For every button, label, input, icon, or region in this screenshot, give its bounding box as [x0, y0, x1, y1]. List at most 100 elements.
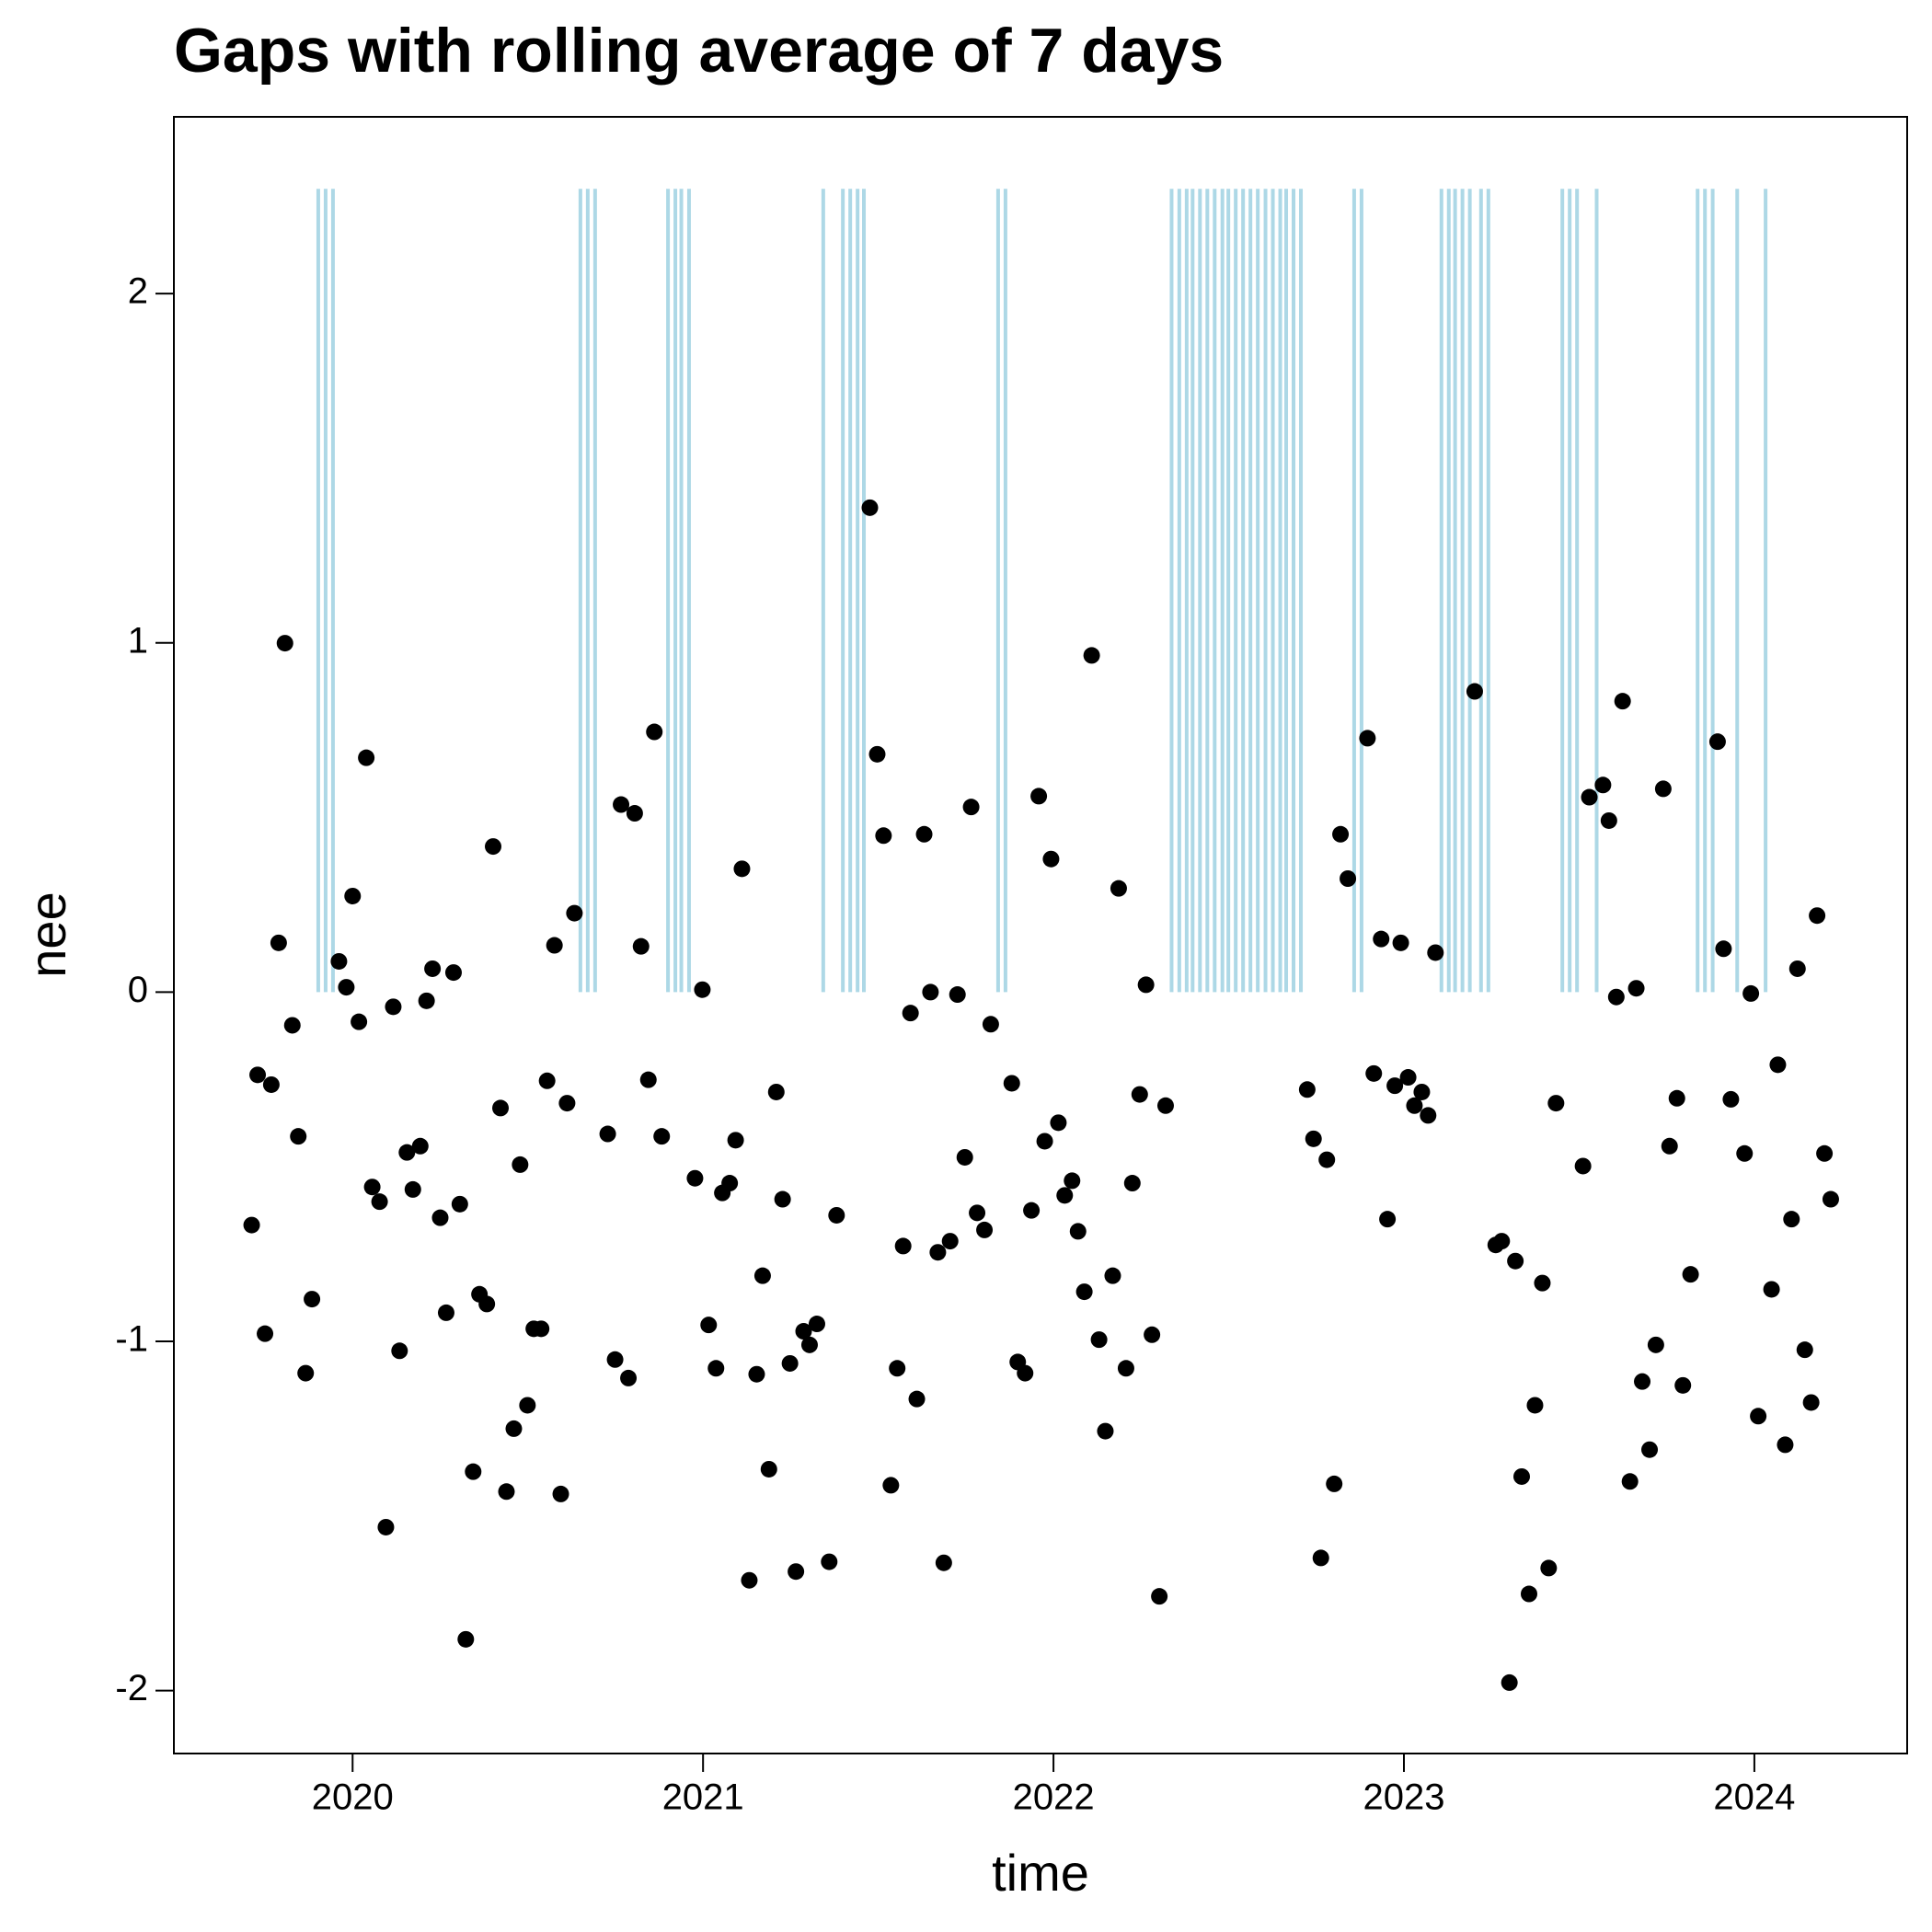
point	[1386, 1077, 1404, 1095]
point	[338, 979, 355, 996]
point	[1796, 1341, 1813, 1359]
y-tick-label: -1	[115, 1319, 148, 1360]
point	[492, 1099, 510, 1117]
point	[533, 1320, 550, 1338]
point	[444, 964, 462, 982]
point	[613, 796, 630, 813]
y-tick-label: -2	[115, 1668, 148, 1708]
point	[377, 1518, 395, 1535]
point	[1769, 1056, 1787, 1074]
point	[1520, 1585, 1537, 1603]
point	[1023, 1202, 1041, 1219]
point	[330, 952, 348, 970]
point	[1802, 1394, 1820, 1411]
point	[1036, 1133, 1053, 1150]
point	[646, 723, 663, 741]
point	[1056, 1187, 1074, 1204]
point	[1332, 825, 1350, 843]
point	[1137, 976, 1155, 994]
point	[1674, 1376, 1692, 1394]
point	[1427, 944, 1444, 961]
point	[1340, 869, 1357, 887]
point	[1614, 693, 1631, 710]
point	[558, 1095, 576, 1112]
point	[371, 1193, 388, 1211]
point	[889, 1360, 906, 1377]
point	[546, 937, 563, 954]
point	[358, 749, 375, 766]
plot-frame	[173, 116, 1908, 1754]
point	[1305, 1130, 1322, 1147]
point	[767, 1083, 785, 1100]
chart-title: Gaps with rolling average of 7 days	[174, 16, 1224, 86]
point	[1600, 811, 1617, 829]
point	[1763, 1281, 1780, 1298]
point	[1783, 1211, 1800, 1228]
point	[882, 1477, 900, 1494]
y-tick-label: 0	[128, 970, 148, 1010]
point	[1042, 850, 1060, 868]
point	[821, 1553, 838, 1570]
point	[270, 934, 287, 951]
point	[1581, 788, 1598, 806]
point	[795, 1323, 812, 1340]
x-tick-label: 2021	[662, 1777, 744, 1818]
point	[1392, 934, 1409, 951]
point	[976, 1221, 994, 1238]
point	[1621, 1473, 1639, 1490]
point	[1420, 1107, 1437, 1124]
point	[733, 860, 751, 878]
point	[1312, 1549, 1329, 1567]
point	[1069, 1223, 1087, 1240]
point	[1507, 1252, 1524, 1270]
point	[1750, 1408, 1767, 1425]
point	[1722, 1090, 1740, 1108]
point	[431, 1209, 449, 1226]
point	[1359, 730, 1376, 747]
point	[686, 1169, 704, 1187]
point	[1318, 1151, 1336, 1168]
point	[344, 887, 362, 904]
point	[566, 904, 583, 922]
point	[1117, 1360, 1134, 1377]
point	[1742, 984, 1760, 1002]
point	[1682, 1266, 1699, 1283]
point	[727, 1132, 744, 1149]
point	[1413, 1083, 1431, 1100]
y-tick-label: 2	[128, 271, 148, 312]
point	[418, 992, 435, 1009]
point	[424, 960, 442, 977]
point	[249, 1066, 267, 1084]
point	[1326, 1475, 1343, 1492]
point	[1777, 1436, 1794, 1454]
point	[505, 1420, 523, 1437]
point	[1110, 880, 1127, 897]
point	[1547, 1095, 1565, 1112]
point	[861, 499, 879, 516]
point	[1715, 940, 1732, 958]
y-axis-label: nee	[18, 891, 76, 977]
point	[363, 1179, 381, 1196]
point	[1075, 1283, 1093, 1301]
point	[1534, 1274, 1551, 1292]
point	[1050, 1114, 1067, 1132]
point	[512, 1156, 529, 1173]
point	[774, 1190, 791, 1208]
point	[1123, 1175, 1141, 1192]
point	[391, 1342, 408, 1360]
point	[385, 998, 402, 1016]
point	[982, 1016, 999, 1033]
point	[465, 1463, 482, 1480]
point	[788, 1563, 805, 1581]
point	[262, 1075, 280, 1093]
point	[290, 1128, 307, 1145]
x-tick-label: 2020	[312, 1777, 394, 1818]
point	[1003, 1075, 1020, 1092]
point	[922, 983, 939, 1001]
point	[1647, 1336, 1664, 1353]
point	[962, 799, 980, 816]
point	[956, 1148, 973, 1166]
point	[451, 1195, 468, 1213]
point	[437, 1304, 454, 1321]
point	[1493, 1233, 1511, 1250]
